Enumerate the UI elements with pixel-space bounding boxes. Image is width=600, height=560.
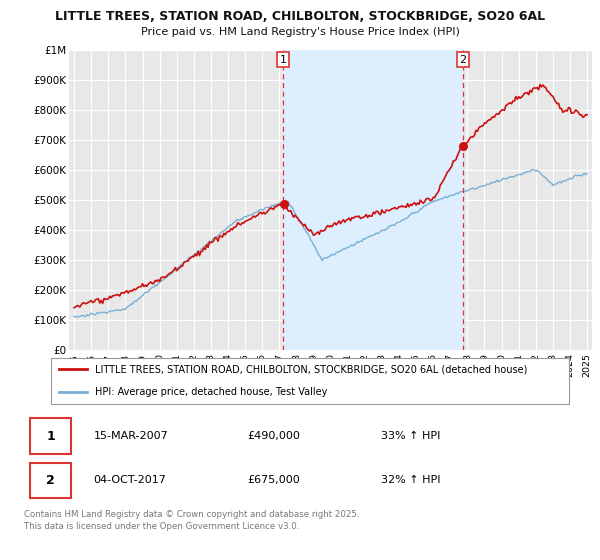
FancyBboxPatch shape	[29, 418, 71, 454]
Text: 1: 1	[46, 430, 55, 442]
Text: £490,000: £490,000	[247, 431, 300, 441]
Text: HPI: Average price, detached house, Test Valley: HPI: Average price, detached house, Test…	[95, 388, 328, 398]
Text: £675,000: £675,000	[247, 475, 300, 485]
Text: LITTLE TREES, STATION ROAD, CHILBOLTON, STOCKBRIDGE, SO20 6AL: LITTLE TREES, STATION ROAD, CHILBOLTON, …	[55, 11, 545, 24]
Text: 15-MAR-2007: 15-MAR-2007	[94, 431, 169, 441]
Text: 1: 1	[280, 55, 286, 65]
Text: Contains HM Land Registry data © Crown copyright and database right 2025.
This d: Contains HM Land Registry data © Crown c…	[24, 510, 359, 531]
Text: 2: 2	[46, 474, 55, 487]
FancyBboxPatch shape	[50, 358, 569, 404]
FancyBboxPatch shape	[29, 463, 71, 498]
Text: Price paid vs. HM Land Registry's House Price Index (HPI): Price paid vs. HM Land Registry's House …	[140, 27, 460, 37]
Text: 32% ↑ HPI: 32% ↑ HPI	[381, 475, 440, 485]
Text: LITTLE TREES, STATION ROAD, CHILBOLTON, STOCKBRIDGE, SO20 6AL (detached house): LITTLE TREES, STATION ROAD, CHILBOLTON, …	[95, 364, 527, 374]
Text: 04-OCT-2017: 04-OCT-2017	[94, 475, 167, 485]
Text: 2: 2	[460, 55, 467, 65]
Text: 33% ↑ HPI: 33% ↑ HPI	[381, 431, 440, 441]
Bar	[283, 50, 463, 350]
